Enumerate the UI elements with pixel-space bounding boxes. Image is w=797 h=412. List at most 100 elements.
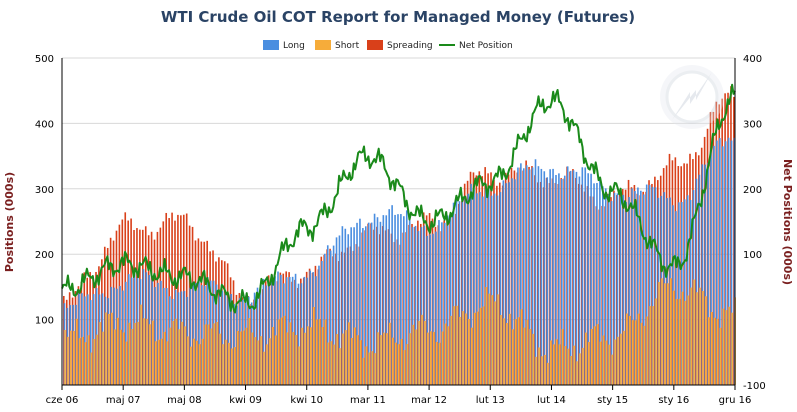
short-bar [517, 317, 520, 385]
short-bar [403, 350, 406, 385]
short-bar [558, 344, 561, 385]
long-bar [525, 165, 528, 385]
short-bar [596, 324, 599, 385]
long-bar [382, 215, 385, 385]
short-bar [213, 323, 216, 385]
long-bar [329, 250, 332, 385]
short-bar [555, 339, 558, 385]
short-bar [702, 291, 704, 385]
short-bar [500, 315, 502, 385]
short-bar [576, 361, 578, 385]
short-bar [508, 313, 511, 385]
short-bar [362, 357, 365, 385]
short-bar [128, 322, 131, 385]
long-bar [423, 225, 426, 385]
short-bar [292, 331, 295, 385]
short-bar [473, 312, 476, 385]
short-bar [394, 342, 397, 385]
short-bar [377, 332, 379, 385]
long-bar [446, 215, 449, 385]
short-bar [450, 315, 453, 385]
x-tick-label: lut 13 [476, 395, 505, 406]
legend-item-spreading[interactable]: Spreading [367, 40, 433, 51]
long-bar [125, 281, 127, 385]
long-bar [373, 213, 376, 385]
short-bar [151, 320, 154, 385]
x-tick-label: cze 06 [46, 395, 79, 406]
long-bar [438, 220, 440, 385]
long-bar [379, 221, 382, 385]
short-bar [526, 319, 529, 385]
short-bar [409, 333, 412, 385]
short-bar [359, 340, 362, 385]
legend-swatch [367, 40, 383, 50]
short-bar [228, 342, 230, 385]
long-bar [683, 199, 686, 385]
long-bar [648, 184, 651, 385]
short-bar [699, 287, 701, 385]
long-bar [449, 214, 452, 385]
long-bar [367, 222, 370, 385]
long-bar [625, 202, 628, 385]
long-bar [593, 183, 595, 385]
x-tick-label: lut 14 [537, 395, 566, 406]
short-bar [339, 348, 341, 385]
long-bar [505, 183, 508, 385]
short-bar [236, 330, 239, 385]
long-bar [549, 169, 551, 385]
short-bar [122, 332, 125, 385]
long-bar [651, 186, 654, 385]
short-bar [690, 287, 692, 385]
long-bar [347, 234, 350, 385]
short-bar [482, 306, 485, 385]
legend-item-net-position[interactable]: Net Position [439, 41, 513, 51]
long-bar [160, 280, 162, 385]
long-bar [613, 192, 616, 385]
short-bar [561, 329, 564, 385]
short-bar [239, 331, 242, 385]
long-bar [256, 287, 259, 385]
long-bar [528, 169, 531, 385]
y2-tick-label: 300 [743, 119, 762, 130]
long-bar [575, 171, 578, 385]
long-bar [578, 176, 581, 385]
short-bar [277, 319, 280, 385]
short-bar [99, 322, 101, 385]
short-bar [72, 330, 75, 385]
short-bar [628, 315, 631, 385]
short-bar [301, 327, 303, 385]
legend-item-short[interactable]: Short [315, 40, 360, 51]
short-bar [666, 283, 669, 385]
long-bar [701, 164, 704, 385]
short-bar [705, 296, 707, 385]
legend-item-long[interactable]: Long [263, 40, 305, 51]
long-bar [487, 187, 490, 385]
x-tick-label: maj 07 [106, 395, 141, 406]
short-bar [535, 356, 537, 385]
long-bar [470, 183, 472, 385]
x-tick-label: sty 15 [597, 395, 628, 406]
short-bar [230, 348, 233, 385]
long-bar [394, 214, 396, 385]
short-bar [134, 322, 137, 385]
long-bar [420, 227, 423, 385]
short-bar [105, 312, 107, 385]
short-bar [388, 322, 391, 385]
chart-title: WTI Crude Oil COT Report for Managed Mon… [161, 8, 635, 26]
short-bar [187, 336, 189, 385]
short-bar [462, 311, 464, 385]
short-bar [631, 320, 634, 385]
short-bar [506, 322, 508, 385]
y2-tick-label: 200 [743, 185, 762, 196]
short-bar [257, 340, 259, 385]
long-bar [435, 231, 437, 385]
short-bar [623, 330, 625, 385]
long-bar [695, 178, 698, 385]
short-bar [532, 333, 534, 385]
short-bar [149, 324, 151, 385]
legend-swatch [263, 40, 279, 50]
short-bar [693, 279, 695, 385]
short-bar [321, 327, 324, 385]
long-bar [84, 296, 86, 385]
short-bar [713, 317, 716, 385]
